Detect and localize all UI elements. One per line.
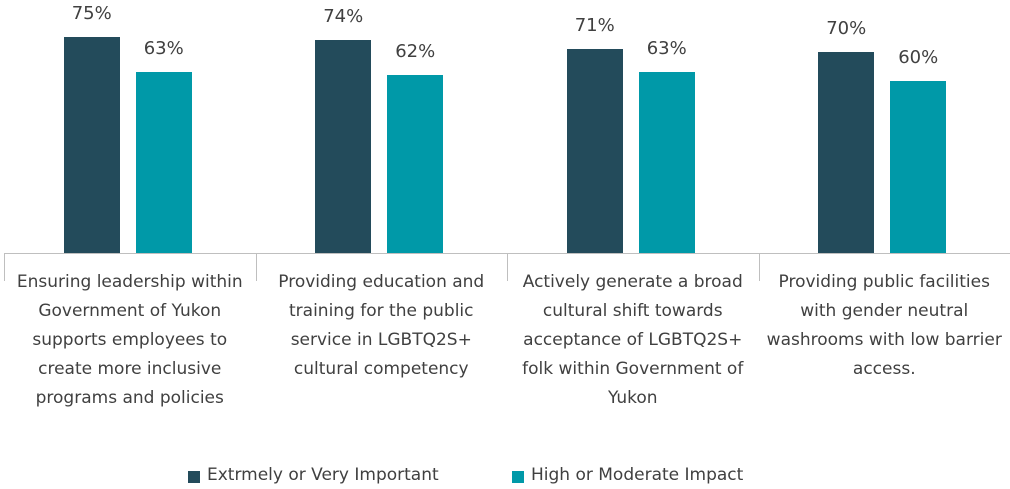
bar bbox=[890, 80, 947, 253]
bar bbox=[135, 71, 192, 253]
bar bbox=[63, 37, 120, 253]
x-tick-label: Providing public facilities with gender … bbox=[766, 272, 1002, 379]
bar bbox=[387, 74, 444, 253]
axis-tick bbox=[4, 253, 5, 281]
axis-tick bbox=[758, 253, 760, 281]
axis-tick bbox=[255, 253, 257, 281]
bar bbox=[818, 51, 875, 253]
bar bbox=[566, 48, 623, 253]
value-label: 70% bbox=[826, 17, 867, 39]
legend-swatch bbox=[512, 471, 524, 483]
value-label: 62% bbox=[395, 40, 436, 62]
x-tick-label: Providing education and training for the… bbox=[278, 272, 485, 379]
value-label: 63% bbox=[646, 37, 687, 59]
x-tick-label: Actively generate a broad cultural shift… bbox=[522, 272, 744, 408]
value-label: 71% bbox=[574, 14, 615, 36]
x-tick-label: Ensuring leadership within Government of… bbox=[16, 272, 243, 408]
bar bbox=[638, 71, 695, 253]
legend-label: Extrmely or Very Important bbox=[207, 465, 439, 485]
legend-swatch bbox=[188, 471, 200, 483]
value-label: 75% bbox=[71, 3, 112, 25]
value-label: 74% bbox=[323, 6, 364, 28]
value-label: 60% bbox=[898, 46, 939, 68]
value-label: 63% bbox=[143, 37, 184, 59]
legend-label: High or Moderate Impact bbox=[531, 465, 744, 485]
bar bbox=[315, 40, 372, 253]
axis-tick bbox=[507, 253, 508, 281]
